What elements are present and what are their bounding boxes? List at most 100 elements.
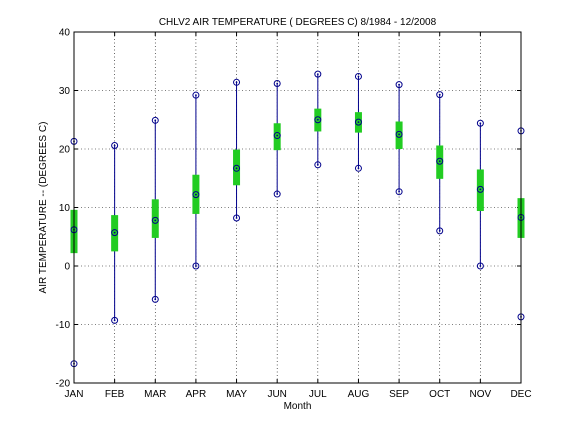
month-group (192, 91, 200, 270)
max-marker (436, 91, 444, 99)
mean-marker (151, 216, 159, 224)
max-marker (151, 116, 159, 124)
mean-marker (111, 229, 119, 237)
min-marker (192, 262, 200, 270)
month-group (314, 70, 322, 169)
month-group (273, 79, 281, 198)
y-tick-label: -20 (56, 379, 71, 390)
mean-marker-dot (235, 167, 238, 170)
month-group (151, 116, 159, 303)
mean-marker-dot (316, 118, 319, 121)
min-marker-dot (195, 265, 197, 267)
min-marker-dot (357, 167, 360, 170)
min-marker (233, 214, 241, 222)
x-axis-label: Month (284, 401, 312, 412)
month-group (354, 72, 362, 172)
percentile-box (151, 199, 159, 238)
min-marker-dot (316, 163, 319, 166)
x-tick-label: MAR (144, 389, 166, 400)
month-group (395, 81, 403, 196)
mean-marker-dot (357, 121, 360, 123)
max-marker (354, 72, 362, 80)
min-marker (273, 190, 281, 198)
y-tick-label: 30 (59, 86, 71, 97)
min-marker-dot (438, 230, 441, 232)
max-marker (192, 91, 200, 99)
y-axis-label: AIR TEMPERATURE -- (DEGREES C) (38, 122, 49, 294)
min-marker (354, 164, 362, 172)
grid-lines (74, 32, 521, 383)
min-marker-dot (479, 265, 482, 267)
min-marker (151, 295, 159, 303)
mean-marker (354, 118, 362, 126)
max-marker-dot (235, 81, 238, 84)
month-group (436, 91, 444, 235)
mean-marker-dot (479, 188, 482, 191)
data-series (70, 70, 525, 368)
mean-marker-dot (276, 134, 279, 137)
min-marker-dot (398, 190, 400, 193)
mean-marker-dot (113, 231, 116, 234)
x-tick-label: OCT (429, 389, 450, 400)
min-marker-dot (154, 298, 157, 301)
mean-marker (233, 164, 241, 172)
x-tick-label: APR (186, 389, 207, 400)
x-tick-labels: JAN FEB MAR APR MAY JUN JUL AUG SEP OCT NOV DEC (65, 389, 532, 400)
mean-marker (395, 130, 403, 138)
mean-marker (436, 157, 444, 165)
mean-marker-dot (438, 160, 441, 163)
x-tick-label: JUN (267, 389, 286, 400)
y-tick-label: 10 (59, 203, 71, 214)
max-marker (476, 119, 484, 127)
min-marker (111, 316, 119, 324)
mean-marker (192, 191, 200, 199)
x-tick-label: JAN (65, 389, 84, 400)
min-marker (436, 227, 444, 235)
mean-marker-dot (154, 219, 157, 222)
x-tick-label: JUL (309, 389, 327, 400)
y-tick-label: 40 (59, 28, 71, 39)
mean-marker (273, 132, 281, 140)
max-marker (273, 79, 281, 87)
max-marker (233, 78, 241, 86)
axes-frame (73, 31, 522, 384)
x-tick-label: FEB (105, 389, 125, 400)
x-tick-label: AUG (348, 389, 370, 400)
max-marker-dot (316, 73, 319, 76)
max-marker-dot (276, 82, 279, 85)
month-group (476, 119, 484, 270)
y-tick-label: 20 (59, 145, 71, 156)
min-marker-dot (235, 217, 238, 219)
min-marker (395, 188, 403, 196)
percentile-box (273, 123, 281, 151)
max-marker-dot (479, 122, 482, 125)
max-marker (314, 70, 322, 78)
month-group (111, 141, 119, 324)
x-tick-label: DEC (510, 389, 531, 400)
y-tick-label: -10 (56, 320, 71, 331)
x-tick-label: NOV (470, 389, 492, 400)
max-marker-dot (195, 94, 197, 97)
min-marker-dot (113, 319, 116, 322)
mean-marker-dot (398, 133, 400, 136)
max-marker-dot (438, 93, 441, 96)
mean-marker (314, 116, 322, 124)
min-marker-dot (276, 193, 279, 195)
max-marker-dot (398, 83, 400, 86)
y-tick-label: 0 (64, 262, 70, 273)
x-tick-label: MAY (226, 389, 247, 400)
max-marker-dot (154, 119, 157, 122)
max-marker (395, 81, 403, 89)
min-marker (314, 161, 322, 169)
max-marker-dot (357, 75, 360, 78)
x-tick-label: SEP (389, 389, 409, 400)
month-group (233, 78, 241, 222)
mean-marker (476, 185, 484, 193)
mean-marker-dot (195, 193, 197, 196)
chart-title: CHLV2 AIR TEMPERATURE ( DEGREES C) 8/198… (159, 17, 437, 28)
max-marker (111, 141, 119, 149)
y-tick-labels: -20 -10 0 10 20 30 40 (56, 28, 71, 390)
min-marker (476, 262, 484, 270)
max-marker-dot (113, 144, 116, 147)
